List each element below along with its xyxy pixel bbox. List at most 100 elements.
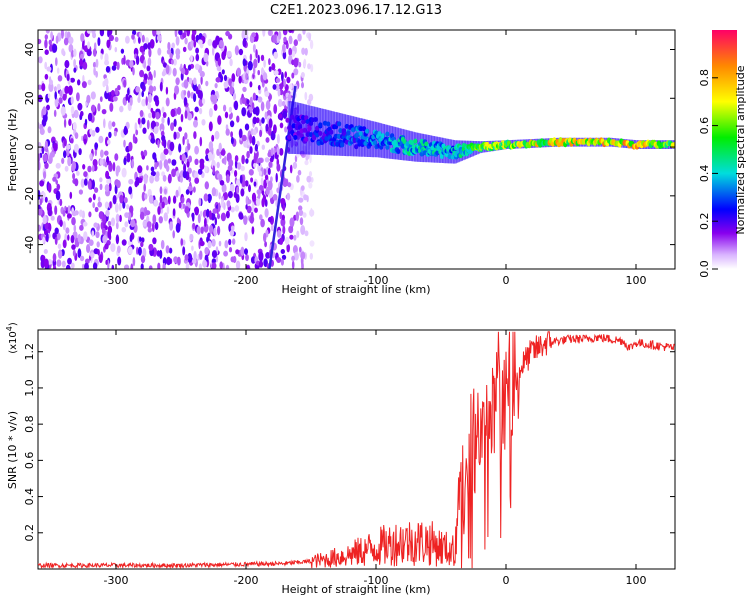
heatmap-noise-cell — [309, 252, 313, 260]
heatmap-noise-cell — [206, 208, 210, 218]
heatmap-noise-cell — [165, 245, 170, 254]
heatmap-noise-cell — [66, 73, 70, 82]
heatmap-noise-cell — [67, 85, 73, 96]
heatmap-band-cell — [326, 121, 331, 127]
heatmap-noise-cell — [297, 169, 302, 176]
heatmap-noise-cell — [184, 30, 187, 34]
heatmap-noise-cell — [186, 30, 191, 37]
heatmap-noise-cell — [230, 206, 235, 213]
snr-ticks: -300 -200 -100 0 100 0.2 0.4 0.6 0.8 1.0 1.2 — [23, 330, 675, 587]
heatmap-noise-cell — [281, 71, 284, 82]
heatmap-noise-cell — [234, 170, 238, 177]
heatmap-noise-cell — [253, 58, 258, 69]
heatmap-noise-cell — [147, 93, 153, 104]
heatmap-noise-cell — [169, 221, 174, 231]
heatmap-noise-cell — [57, 75, 63, 82]
heatmap-noise-cell — [244, 248, 248, 255]
heatmap-noise-cell — [214, 130, 220, 140]
heatmap-noise-cell — [38, 152, 41, 163]
heatmap-noise-cell — [281, 214, 285, 221]
heatmap-noise-cell — [270, 147, 274, 157]
heatmap-noise-cell — [217, 57, 222, 67]
heatmap-noise-cell — [107, 139, 111, 145]
heatmap-band-glow — [429, 135, 432, 163]
heatmap-noise-cell — [257, 189, 261, 200]
heatmap-noise-cell — [166, 256, 172, 266]
heatmap-noise-cell — [160, 239, 165, 250]
heatmap-noise-cell — [56, 259, 62, 267]
heatmap-noise-cell — [121, 226, 127, 233]
heatmap-noise-cell — [194, 145, 200, 155]
heatmap-noise-cell — [261, 197, 265, 208]
heatmap-noise-cell — [73, 58, 76, 68]
heatmap-noise-cell — [38, 208, 43, 216]
heatmap-noise-cell — [184, 110, 188, 119]
snr-frame — [37, 329, 676, 570]
heatmap-band-glow — [375, 121, 378, 158]
heatmap-noise-cell — [276, 257, 282, 263]
heatmap-noise-cell — [159, 186, 163, 195]
heatmap-noise-cell — [263, 168, 267, 176]
heatmap-noise-cell — [38, 56, 43, 64]
heatmap-noise-cell — [155, 111, 160, 120]
heatmap-noise-cell — [132, 30, 137, 36]
heatmap-noise-cell — [217, 225, 221, 236]
heatmap-noise-cell — [275, 77, 281, 83]
heatmap-band-cell — [304, 136, 309, 142]
heatmap-noise-cell — [97, 37, 101, 47]
heatmap-noise-cell — [148, 134, 152, 141]
heatmap-noise-cell — [107, 220, 112, 227]
heatmap-noise-cell — [257, 157, 263, 164]
heatmap-noise-cell — [298, 205, 303, 211]
heatmap-noise-cell — [44, 39, 48, 49]
heatmap-noise-cell — [148, 71, 152, 78]
heatmap-noise-cell — [78, 189, 83, 195]
heatmap-noise-cell — [72, 121, 77, 131]
heatmap-noise-cell — [192, 258, 197, 264]
heatmap-noise-cell — [112, 96, 118, 102]
heatmap-noise-cell — [128, 178, 134, 185]
heatmap-noise-cell — [100, 53, 103, 60]
heatmap-noise-cell — [175, 170, 180, 177]
heatmap-noise-cell — [62, 239, 67, 249]
heatmap-noise-cell — [309, 240, 315, 247]
heatmap-noise-cell — [59, 90, 63, 97]
heatmap-noise-cell — [52, 176, 57, 182]
heatmap-noise-cell — [216, 161, 220, 169]
heatmap-noise-cell — [42, 192, 46, 199]
heatmap-noise-cell — [168, 247, 173, 254]
heatmap-noise-cell — [257, 54, 260, 64]
heatmap-noise-cell — [276, 230, 282, 238]
heatmap-noise-cell — [54, 205, 58, 215]
heatmap-noise-cell — [291, 260, 295, 269]
heatmap-noise-cell — [132, 67, 135, 76]
heatmap-noise-cell — [278, 83, 284, 90]
heatmap-noise-cell — [201, 119, 206, 126]
heatmap-noise-cell — [225, 264, 230, 269]
heatmap-noise-cell — [60, 30, 64, 39]
heatmap-noise-cell — [64, 165, 69, 172]
heatmap-noise-cell — [174, 85, 180, 95]
heatmap-noise-cell — [218, 142, 222, 153]
heatmap-noise-cell — [161, 71, 166, 77]
heatmap-noise-cell — [70, 235, 75, 244]
heatmap-noise-cell — [226, 200, 231, 208]
heatmap-noise-cell — [57, 249, 63, 259]
heatmap-noise-cell — [170, 122, 175, 132]
heatmap-noise-cell — [105, 84, 109, 94]
heatmap-noise-cell — [134, 122, 138, 132]
heatmap-noise-cell — [261, 117, 265, 124]
heatmap-noise-cell — [78, 148, 82, 156]
heatmap-noise-cell — [277, 100, 283, 107]
y-tick-label: 0.8 — [23, 415, 36, 433]
heatmap-noise-cell — [144, 193, 148, 200]
heatmap-noise-cell — [166, 206, 170, 215]
heatmap-noise-cell — [178, 30, 183, 36]
heatmap-noise-cell — [84, 118, 88, 126]
heatmap-noise-cell — [282, 225, 286, 235]
heatmap-noise-cell — [288, 30, 293, 33]
heatmap-noise-cell — [300, 185, 305, 191]
heatmap-noise-cell — [183, 79, 189, 89]
heatmap-noise-cell — [287, 182, 292, 188]
heatmap-noise-cell — [77, 102, 83, 111]
